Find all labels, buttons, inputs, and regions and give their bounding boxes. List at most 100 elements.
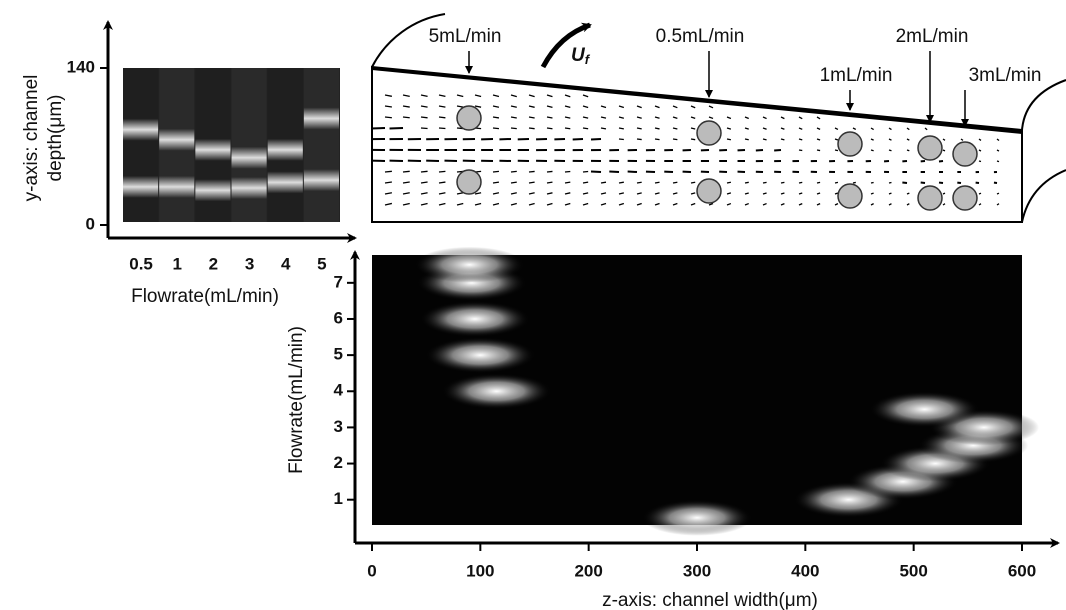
x-label: z-axis: channel width(μm) <box>602 590 818 610</box>
flow-vector <box>870 203 874 206</box>
flow-vector <box>618 181 624 184</box>
flow-vector <box>672 192 678 195</box>
flow-vector <box>798 138 803 141</box>
flow-vector <box>402 192 410 195</box>
x-tick-label: 0.5 <box>129 254 153 273</box>
flow-vector <box>654 181 660 184</box>
flow-vector <box>654 202 660 206</box>
band <box>123 118 159 141</box>
flow-vector <box>582 127 589 130</box>
strip <box>123 68 159 222</box>
flow-vector <box>636 138 642 141</box>
flow-vector <box>744 138 749 141</box>
flow-vector <box>942 203 946 206</box>
flow-vector <box>420 181 428 184</box>
flow-vector <box>888 127 892 131</box>
flow-vector <box>600 116 607 119</box>
flow-vector <box>726 192 732 195</box>
flow-vector <box>708 116 714 120</box>
flow-vector <box>420 94 428 98</box>
flow-vector <box>996 203 1000 206</box>
flow-vector <box>384 105 392 108</box>
y-tick-label: 1 <box>334 489 343 508</box>
strip <box>303 68 339 222</box>
particles <box>456 105 978 211</box>
flow-vector <box>942 192 946 195</box>
flow-vector <box>546 94 553 98</box>
flow-vector <box>474 202 482 206</box>
flow-vector <box>762 116 767 120</box>
flow-vector <box>474 105 482 108</box>
flow-vector <box>474 94 482 98</box>
flow-vector <box>528 127 535 130</box>
flow-vector <box>492 116 500 119</box>
y-tick-label: 140 <box>67 57 95 76</box>
flow-label: Uf <box>571 45 591 67</box>
y-tick-label: 2 <box>334 453 343 472</box>
flow-vector <box>474 192 482 195</box>
flow-vector <box>618 127 624 130</box>
flow-vector <box>510 170 517 173</box>
y-tick-label: 6 <box>334 308 343 327</box>
flow-vector <box>762 192 767 195</box>
flow-vector <box>546 105 553 108</box>
flow-vector <box>762 202 767 206</box>
y-label: y-axis: channel <box>21 75 42 202</box>
flow-vector <box>564 170 571 173</box>
intensity-peak <box>441 373 552 410</box>
flow-vector <box>654 116 660 119</box>
outlet <box>1021 79 1066 223</box>
flow-vector <box>492 192 500 195</box>
band <box>159 175 195 198</box>
flow-vector <box>852 127 857 131</box>
strips: 0 140 0.5 1 2 3 4 5 <box>67 57 339 273</box>
flow-vector <box>672 127 678 130</box>
flow-vector <box>906 138 910 141</box>
flow-vector <box>600 181 607 184</box>
flow-vector <box>834 181 839 184</box>
flow-vector <box>528 94 535 98</box>
flow-vector <box>798 192 803 195</box>
flow-vector <box>834 138 839 141</box>
flow-vector <box>780 192 785 195</box>
band <box>159 128 195 151</box>
flow-vector <box>456 192 464 195</box>
flow-vector <box>870 127 874 131</box>
flow-vector <box>690 181 696 184</box>
flow-vector <box>906 192 910 195</box>
flow-vector <box>870 192 874 195</box>
flow-vector <box>816 149 821 152</box>
band <box>303 107 339 130</box>
flow-vector <box>600 192 607 195</box>
flow-vector <box>528 105 535 108</box>
flow-vector <box>420 192 428 195</box>
flow-vector <box>834 127 839 131</box>
flow-vector <box>618 116 624 119</box>
intensity-peak <box>869 391 980 428</box>
flow-vector <box>780 116 785 120</box>
y-tick-label: 0 <box>86 214 95 233</box>
flow-vector <box>798 149 803 152</box>
flow-vector <box>852 181 856 184</box>
flow-vector <box>726 116 732 120</box>
flow-vector <box>798 203 803 206</box>
flow-vector <box>564 116 571 119</box>
flow-vector <box>510 202 517 206</box>
flow-vector <box>672 105 678 109</box>
flow-vector <box>564 94 571 98</box>
flow-rate-label: 1mL/min <box>820 65 893 86</box>
flow-vector <box>564 181 571 184</box>
flow-vector <box>690 116 696 120</box>
flow-vector <box>888 149 892 152</box>
flow-vector <box>978 160 982 163</box>
flow-vector <box>492 94 500 98</box>
flow-vector <box>438 105 446 108</box>
flow-vector <box>726 127 732 130</box>
flow-vector <box>582 105 589 109</box>
flow-vector <box>834 149 839 152</box>
flow-vector <box>690 105 696 109</box>
intensity-peak <box>642 499 752 536</box>
flow-vector <box>906 203 910 206</box>
heatmap: 0 100 200 300 400 500 600 1 2 3 4 5 6 7 <box>334 246 1040 580</box>
